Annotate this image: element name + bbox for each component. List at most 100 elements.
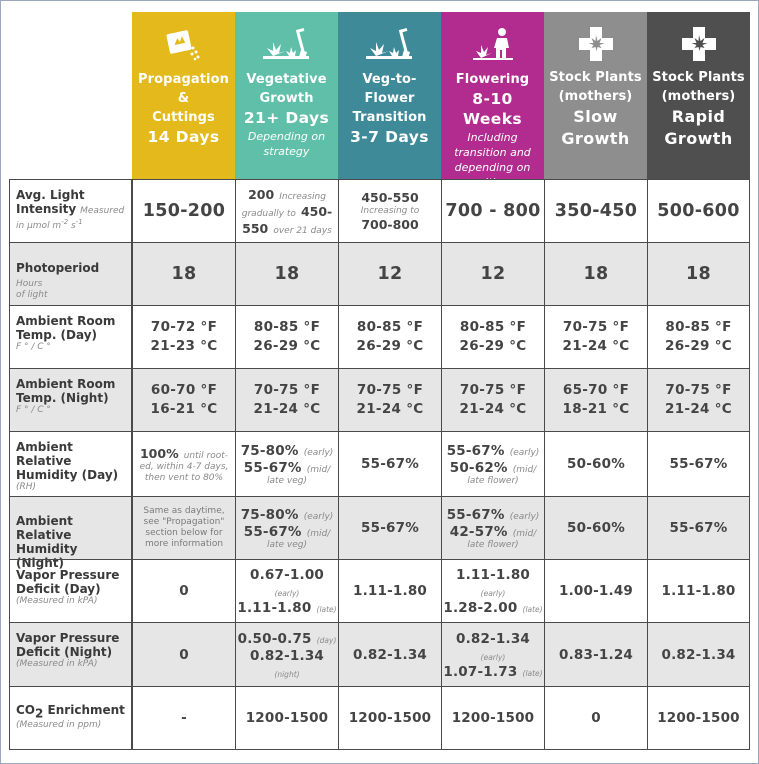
cell-temp-day-flowering: 80-85 °F 26-29 °C — [441, 305, 545, 369]
header-note: Including — [467, 131, 518, 144]
cell-value: 18 — [686, 264, 711, 284]
cell-value: 26-29 °C — [665, 338, 732, 354]
medical-cross-leaf-icon — [680, 26, 718, 62]
cell-note: Same as daytime, — [143, 506, 225, 516]
row-label-sub: 2 — [35, 706, 44, 721]
cell-note: Increasing to — [360, 205, 420, 216]
cell-note: then vent to 80% — [144, 472, 224, 483]
header-transition: Veg-to-Flower Transition 3-7 Days — [338, 12, 441, 179]
cell-value: 55-67% — [669, 520, 728, 536]
row-label-text: Deficit (Night) — [16, 645, 113, 659]
cell-value: 21-24 °C — [665, 401, 732, 417]
header-line2: Cuttings — [152, 110, 215, 125]
cell-value: 0.82-1.34 — [249, 647, 325, 664]
cell-note: (early) — [480, 652, 506, 662]
cell-rh-night-vegetative: 75-80% (early) 55-67% (mid/ late veg) — [235, 496, 339, 560]
cell-value: 1.00-1.49 — [558, 583, 634, 599]
header-line1: Stock Plants — [549, 70, 642, 85]
cell-rh-day-flowering: 55-67% (early) 50-62% (mid/ late flower) — [441, 431, 545, 497]
row-unit: (Measured in ppm) — [16, 720, 102, 731]
cell-value: 60-70 °F — [150, 382, 218, 398]
cell-note: (early) — [303, 511, 334, 522]
cell-note: see "Propagation" — [143, 517, 225, 527]
cell-value: 26-29 °C — [356, 338, 424, 354]
cell-value: 70-72 °F — [150, 319, 218, 335]
cell-value: 0 — [179, 646, 189, 663]
cell-value: 55-67% — [243, 523, 302, 540]
cell-value: 55-67% — [446, 442, 505, 459]
row-label-text: Enrichment — [43, 703, 125, 717]
cell-value: 55-67% — [361, 520, 419, 536]
cell-value: 1.28-2.00 — [443, 600, 518, 616]
cell-value: 42-57% — [449, 523, 508, 540]
seed-tray-icon — [162, 26, 206, 62]
cell-photoperiod-vegetative: 18 — [235, 242, 339, 306]
cell-value: 75-80% — [240, 506, 299, 523]
header-line1: Flowering — [455, 72, 530, 87]
header-note: transition and — [454, 146, 531, 159]
cell-rh-day-transition: 55-67% — [338, 431, 442, 497]
cell-value: 70-75 °F — [356, 382, 424, 398]
cell-photoperiod-propagation: 18 — [132, 242, 236, 306]
cell-value: 80-85 °F — [459, 319, 527, 335]
cell-value: 1.11-1.80 — [237, 600, 312, 616]
cell-photoperiod-transition: 12 — [338, 242, 442, 306]
header-line2: (mothers) — [661, 89, 736, 104]
cell-light-stock-slow: 350-450 — [544, 179, 648, 243]
cell-co2-flowering: 1200-1500 — [441, 686, 545, 750]
cell-note: (night) — [274, 669, 300, 679]
row-label-co2: CO2 Enrichment (Measured in ppm) — [9, 686, 132, 750]
cell-value: 50-60% — [567, 520, 625, 536]
header-stock-rapid: Stock Plants (mothers) Rapid Growth — [647, 12, 750, 179]
header-note: Depending on — [247, 130, 326, 143]
cell-value: 450- — [300, 203, 333, 219]
row-label-text: Temp. (Night) — [16, 391, 109, 405]
cell-photoperiod-stock-rapid: 18 — [647, 242, 750, 306]
header-duration: 8-10 Weeks — [462, 90, 523, 128]
cell-temp-day-stock-rapid: 80-85 °F 26-29 °C — [647, 305, 750, 369]
cell-value: 70-75 °F — [459, 382, 527, 398]
row-label-text: Vapor Pressure — [16, 568, 120, 582]
cell-light-flowering: 700 - 800 — [441, 179, 545, 243]
cell-rh-day-stock-rapid: 55-67% — [647, 431, 750, 497]
cell-note: (mid/ — [306, 464, 331, 475]
cell-value: 26-29 °C — [253, 338, 321, 354]
cell-note: late flower) — [467, 539, 519, 550]
row-label-vpd-night: Vapor Pressure Deficit (Night) (Measured… — [9, 622, 132, 687]
cell-vpd-day-stock-rapid: 1.11-1.80 — [647, 559, 750, 623]
cell-rh-night-stock-slow: 50-60% — [544, 496, 648, 560]
cell-value: 0.83-1.24 — [558, 646, 634, 663]
header-line4: Growth — [664, 129, 733, 148]
header-line2: Growth — [259, 91, 314, 106]
header-duration: 14 Days — [147, 128, 220, 146]
cell-note: (late) — [316, 605, 337, 614]
cell-light-vegetative: 200 Increasing gradually to 450- 550 ove… — [235, 179, 339, 243]
header-line3: Slow — [573, 107, 618, 126]
cell-temp-night-stock-rapid: 70-75 °F 21-24 °C — [647, 368, 750, 432]
cell-note: late veg) — [266, 539, 308, 550]
cell-value: 350-450 — [554, 201, 638, 221]
cell-note: (early) — [274, 589, 300, 598]
cell-value: 55-67% — [669, 456, 728, 472]
row-label-text: Ambient Relative — [16, 514, 73, 542]
cell-note: late veg) — [266, 475, 308, 486]
row-label-text: Vapor Pressure — [16, 631, 120, 645]
cell-vpd-night-propagation: 0 — [132, 622, 236, 687]
cell-co2-transition: 1200-1500 — [338, 686, 442, 750]
cell-note: gradually to — [241, 208, 296, 219]
cell-note: (mid/ — [512, 464, 537, 475]
header-note: depending on — [454, 161, 531, 174]
cell-light-transition: 450-550 Increasing to 700-800 — [338, 179, 442, 243]
row-unit: in μmol m — [16, 221, 62, 231]
cell-value: 200 — [248, 186, 275, 202]
plants-shovel-icon — [259, 26, 315, 62]
cell-note: (late) — [522, 605, 543, 614]
cell-note: late flower) — [467, 475, 519, 486]
row-unit: F ° / C ° — [16, 342, 51, 352]
cell-value: 18 — [274, 264, 300, 284]
cell-light-propagation: 150-200 — [132, 179, 236, 243]
cell-value: 70-75 °F — [665, 382, 732, 398]
header-vegetative: Vegetative Growth 21+ Days Depending on … — [235, 12, 338, 179]
cell-rh-night-flowering: 55-67% (early) 42-57% (mid/ late flower) — [441, 496, 545, 560]
header-line3: Rapid — [671, 107, 726, 126]
